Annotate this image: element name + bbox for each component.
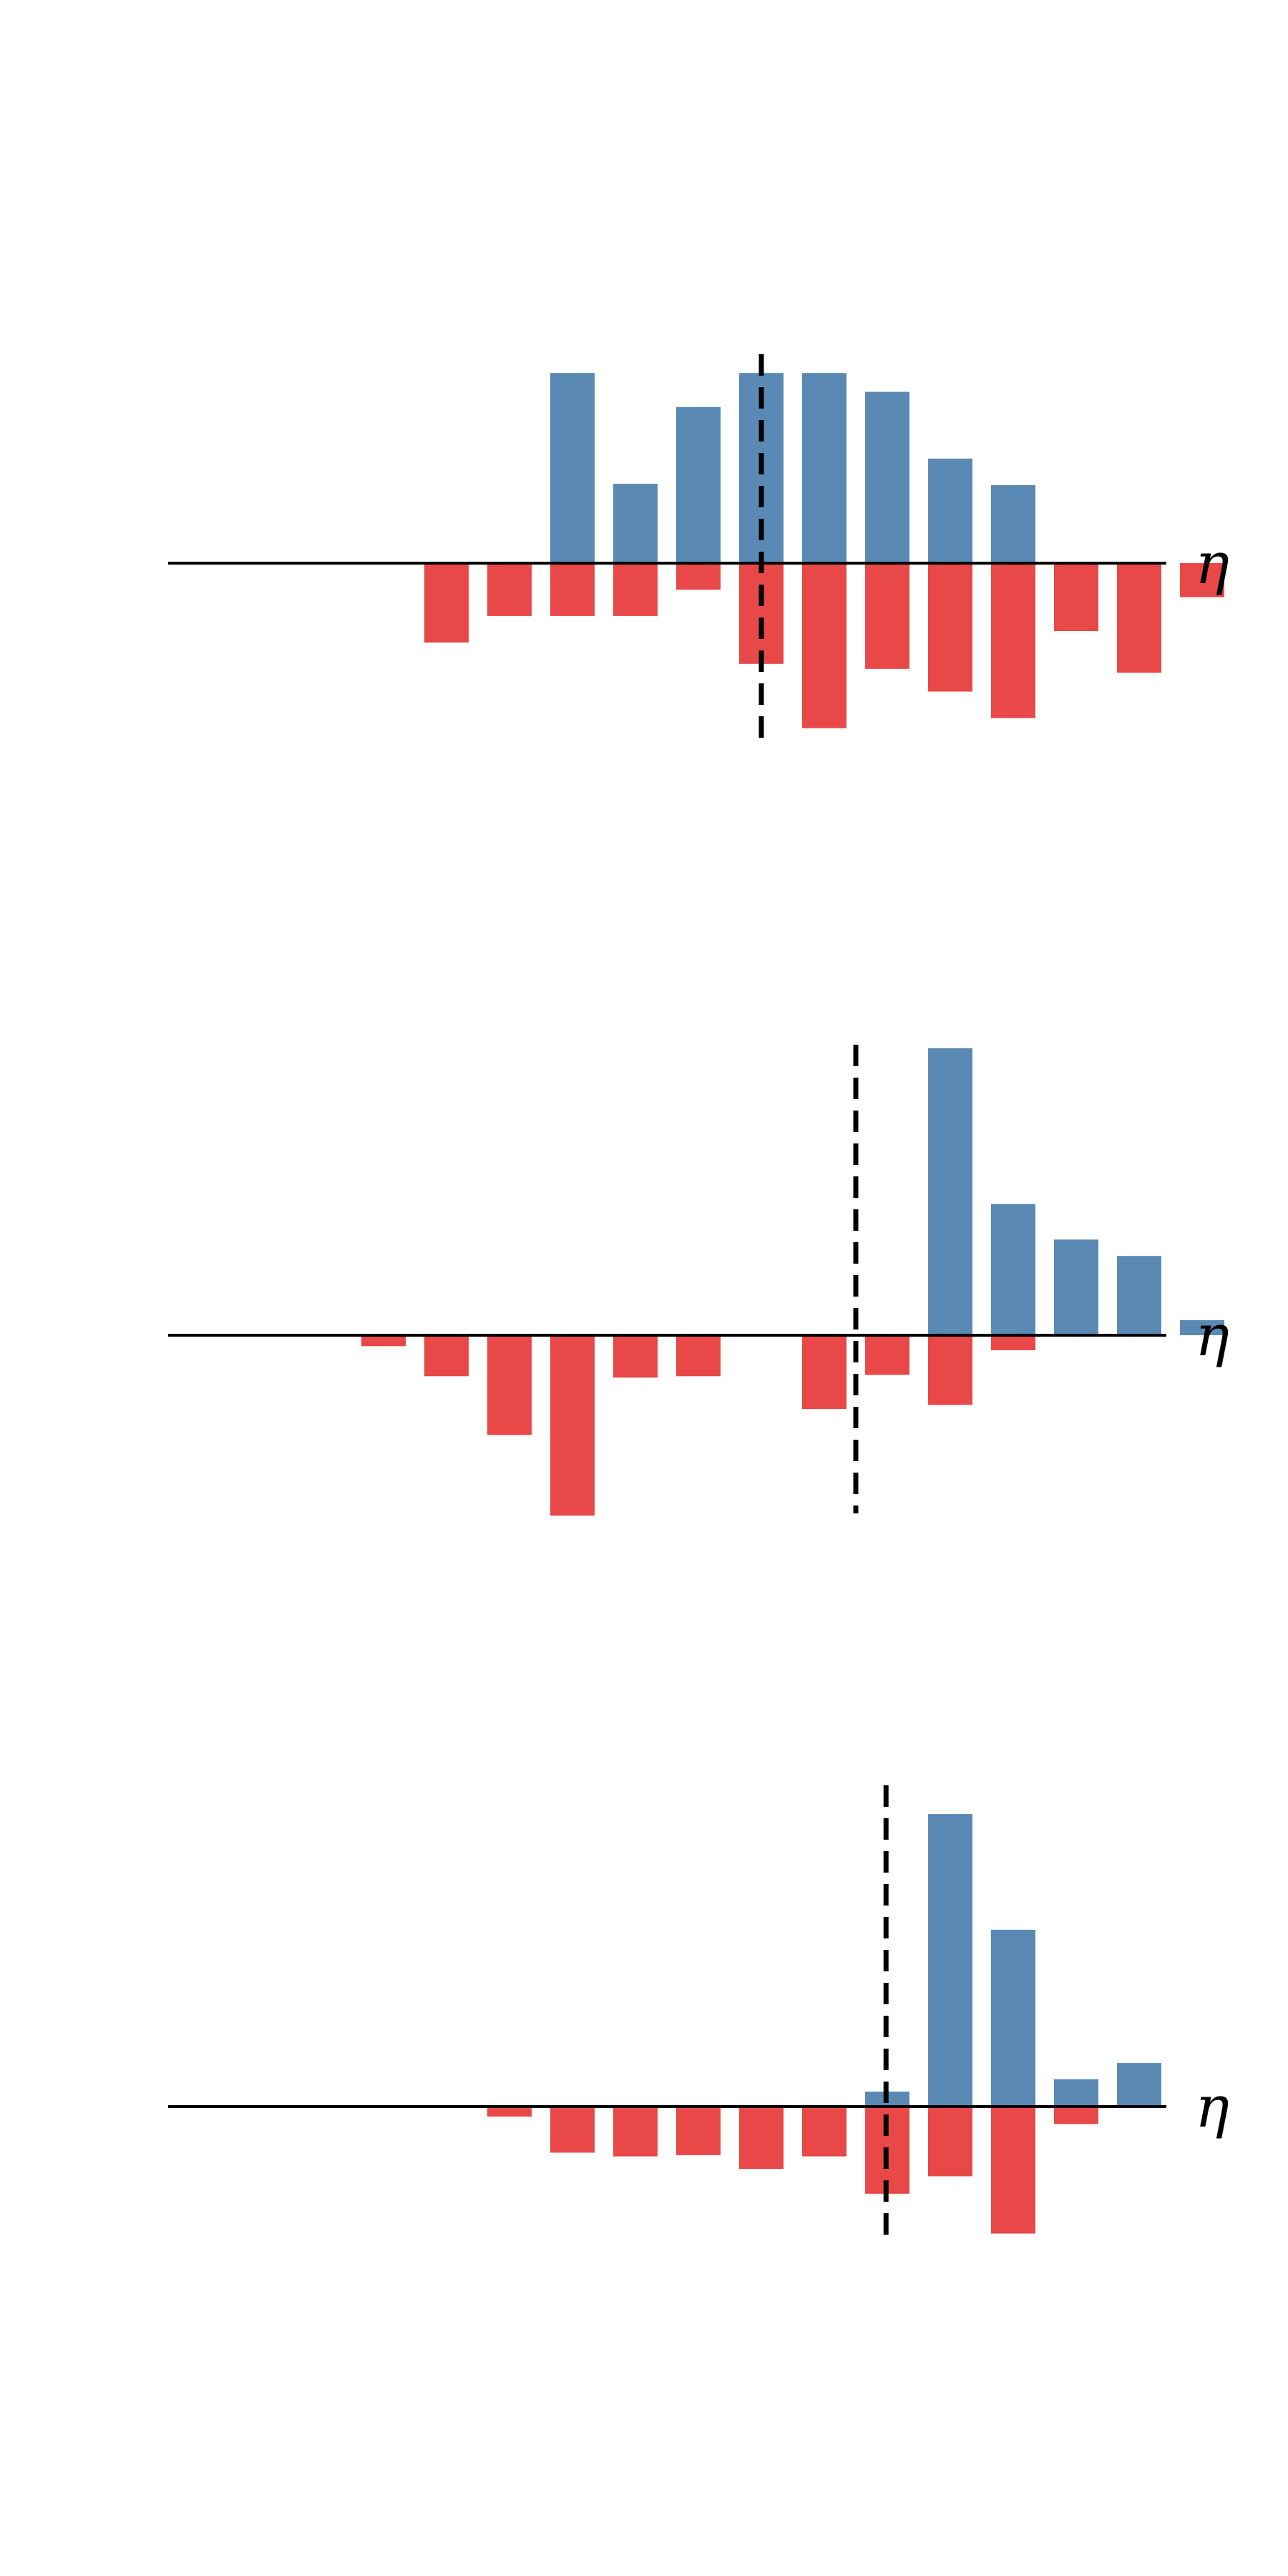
negative-bar-7 [676, 563, 721, 590]
negative-bar-12 [991, 1335, 1035, 1350]
positive-bar-11 [928, 1814, 972, 2107]
negative-bar-10 [865, 563, 909, 669]
negative-bar-10 [865, 1335, 909, 1375]
negative-bar-6 [613, 563, 658, 616]
negative-bar-13 [1054, 563, 1098, 631]
negative-bar-9 [802, 563, 847, 728]
positive-bar-11 [928, 458, 972, 563]
negative-bar-11 [928, 1335, 972, 1405]
negative-bar-12 [991, 563, 1035, 718]
positive-bar-11 [928, 1048, 972, 1335]
negative-bar-13 [1054, 2107, 1098, 2124]
positive-bar-15 [1180, 1320, 1224, 1335]
negative-bar-9 [802, 1335, 847, 1410]
x-axis-label: η [1195, 2074, 1229, 2140]
negative-bar-5 [550, 1335, 595, 1516]
negative-bar-2 [361, 1335, 406, 1347]
x-axis-label: η [1195, 530, 1229, 597]
negative-bar-4 [487, 563, 532, 616]
positive-bar-13 [1054, 1239, 1098, 1335]
negative-bar-9 [802, 2107, 847, 2157]
positive-bar-7 [676, 406, 721, 563]
chart-panel-2: η [168, 1045, 1229, 1516]
negative-bar-5 [550, 2107, 595, 2153]
positive-bar-10 [865, 391, 909, 563]
negative-bar-5 [550, 563, 595, 616]
positive-bar-13 [1054, 2079, 1098, 2107]
positive-bar-12 [991, 1204, 1035, 1335]
negative-bar-7 [676, 2107, 721, 2155]
negative-bar-6 [613, 1335, 658, 1378]
negative-bar-3 [424, 563, 469, 643]
negative-bar-15 [1180, 563, 1224, 597]
positive-bar-9 [802, 373, 847, 563]
negative-bar-8 [739, 563, 784, 664]
x-axis-label: η [1195, 1302, 1229, 1369]
negative-bar-12 [991, 2107, 1035, 2234]
negative-bar-3 [424, 1335, 469, 1377]
chart-panel-3: η [168, 1785, 1229, 2243]
negative-bar-4 [487, 2107, 532, 2117]
positive-bar-12 [991, 1929, 1035, 2107]
negative-bar-4 [487, 1335, 532, 1435]
negative-bar-11 [928, 2107, 972, 2177]
negative-bar-14 [1117, 563, 1161, 673]
negative-bar-7 [676, 1335, 721, 1377]
chart-panel-1: η [168, 354, 1229, 744]
positive-bar-12 [991, 484, 1035, 563]
positive-bar-14 [1117, 2063, 1161, 2107]
negative-bar-6 [613, 2107, 658, 2157]
positive-bar-6 [613, 484, 658, 563]
negative-bar-11 [928, 563, 972, 692]
negative-bar-8 [739, 2107, 784, 2169]
positive-bar-14 [1117, 1256, 1161, 1335]
positive-bar-5 [550, 373, 595, 563]
